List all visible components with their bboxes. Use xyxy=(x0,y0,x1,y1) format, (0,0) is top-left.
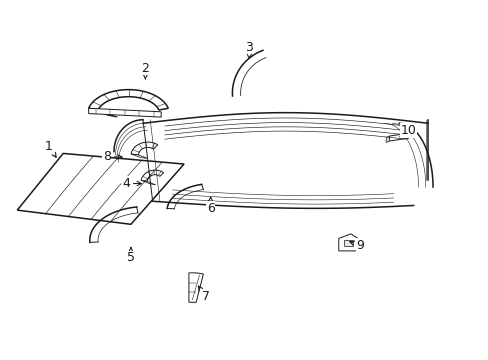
Polygon shape xyxy=(141,170,163,181)
Polygon shape xyxy=(141,180,156,185)
Polygon shape xyxy=(386,136,389,143)
Polygon shape xyxy=(88,90,168,110)
Polygon shape xyxy=(389,133,408,141)
Polygon shape xyxy=(338,234,357,251)
Text: 3: 3 xyxy=(245,41,253,58)
Text: 1: 1 xyxy=(45,140,56,157)
Text: 6: 6 xyxy=(206,197,214,215)
Polygon shape xyxy=(343,240,352,246)
Text: 8: 8 xyxy=(102,150,122,163)
Text: 9: 9 xyxy=(349,239,364,252)
Text: 2: 2 xyxy=(141,62,149,79)
Text: 5: 5 xyxy=(126,248,135,265)
Polygon shape xyxy=(88,108,161,117)
Polygon shape xyxy=(17,153,183,224)
Polygon shape xyxy=(131,154,148,158)
Polygon shape xyxy=(88,108,117,117)
Text: 7: 7 xyxy=(198,286,209,303)
Polygon shape xyxy=(188,273,203,302)
Text: 4: 4 xyxy=(122,177,141,190)
Polygon shape xyxy=(131,142,158,155)
Text: 10: 10 xyxy=(399,124,416,137)
